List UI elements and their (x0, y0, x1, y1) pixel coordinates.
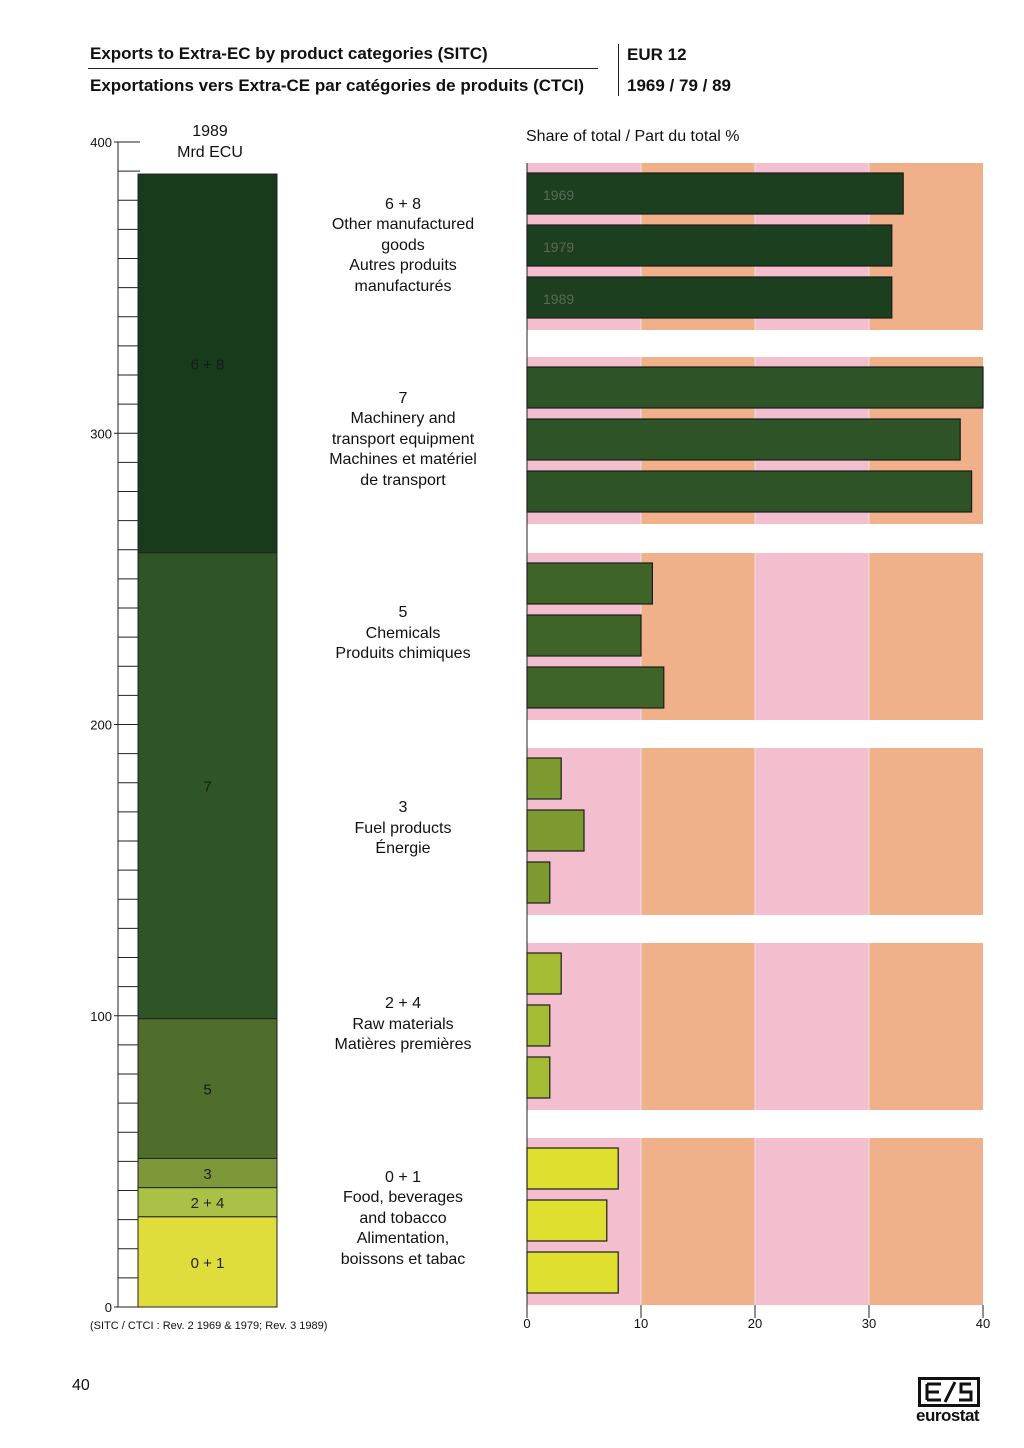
share-bar (526, 172, 904, 215)
header-rule (88, 68, 598, 69)
share-bar (526, 1056, 551, 1099)
category-code: 0 + 1 (384, 1168, 422, 1186)
category-name-fr: boissons et tabac (340, 1250, 466, 1268)
left-unit-label: Mrd ECU (177, 144, 243, 161)
background-band (641, 943, 755, 1110)
stacked-segment (137, 552, 278, 1020)
segment-label: 6 + 8 (191, 356, 225, 373)
year-bar-label: 1969 (543, 187, 574, 203)
year-bar-label: 1989 (543, 291, 574, 307)
share-bar (526, 224, 893, 267)
right-axis-title: Share of total / Part du total % (526, 128, 740, 145)
category-name-fr: Matières premières (334, 1036, 472, 1054)
category-name-en: Other manufactured (331, 216, 475, 234)
background-band (869, 553, 983, 720)
right-tick-label: 10 (634, 1316, 648, 1331)
share-bar (526, 1147, 619, 1190)
share-bar (526, 562, 654, 605)
share-bar (526, 809, 585, 852)
share-bar (526, 1199, 608, 1242)
background-band (755, 553, 869, 720)
category-name-en: Raw materials (352, 1015, 454, 1033)
background-band (755, 1138, 869, 1305)
category-name-fr: Machines et matériel (329, 451, 477, 469)
background-band (755, 748, 869, 915)
category-code: 3 (398, 799, 408, 817)
share-bar (526, 470, 973, 513)
stacked-segment (137, 1187, 278, 1218)
share-bar (526, 1251, 619, 1294)
page-number: 40 (72, 1377, 90, 1394)
background-band (869, 943, 983, 1110)
category-code: 2 + 4 (384, 995, 422, 1013)
stacked-segment (137, 1216, 278, 1308)
right-tick-label: 0 (523, 1316, 530, 1331)
share-bar (526, 418, 961, 461)
right-tick-label: 30 (862, 1316, 876, 1331)
category-name-en: Fuel products (354, 819, 452, 837)
category-name-fr: Alimentation, (356, 1230, 450, 1248)
segment-label: 3 (203, 1166, 211, 1183)
left-tick-label: 300 (90, 426, 112, 441)
chart-title-fr: Exportations vers Extra-CE par catégorie… (90, 76, 585, 95)
background-band (641, 1138, 755, 1305)
share-bar (526, 366, 984, 409)
years-label: 1969 / 79 / 89 (627, 76, 731, 95)
category-name-en: and tobacco (359, 1209, 447, 1227)
left-tick-label: 400 (90, 135, 112, 150)
background-band (641, 748, 755, 915)
background-band (869, 748, 983, 915)
share-bar (526, 861, 551, 904)
header-divider (618, 44, 619, 96)
left-tick-label: 100 (90, 1009, 112, 1024)
share-bar (526, 757, 562, 800)
left-tick-label: 200 (90, 718, 112, 733)
share-bar (526, 666, 665, 709)
logo-text: eurostat (916, 1406, 980, 1425)
stacked-segment (137, 173, 278, 554)
category-name-en: Chemicals (365, 624, 441, 642)
category-name-fr: manufacturés (354, 277, 452, 295)
stacked-segment (137, 1018, 278, 1159)
share-bar (526, 1004, 551, 1047)
footnote: (SITC / CTCI : Rev. 2 1969 & 1979; Rev. … (90, 1320, 328, 1332)
share-bar (526, 276, 893, 319)
background-band (869, 1138, 983, 1305)
category-name-en: transport equipment (331, 430, 475, 448)
right-tick-label: 20 (748, 1316, 762, 1331)
category-code: 5 (398, 604, 408, 622)
share-bar (526, 614, 642, 657)
category-name-en: goods (381, 236, 425, 254)
category-code: 7 (398, 389, 408, 407)
category-name-en: Food, beverages (342, 1189, 464, 1207)
category-name-fr: Produits chimiques (335, 645, 471, 663)
eurostat-logo-icon (918, 1377, 980, 1407)
right-tick-label: 40 (976, 1316, 990, 1331)
year-bar-label: 1979 (543, 239, 574, 255)
segment-label: 7 (203, 779, 211, 796)
category-name-fr: Énergie (375, 840, 431, 858)
chart-title-en: Exports to Extra-EC by product categorie… (90, 44, 488, 63)
segment-label: 0 + 1 (191, 1255, 225, 1272)
category-name-en: Machinery and (350, 410, 456, 428)
region-label: EUR 12 (627, 45, 687, 64)
category-name-fr: Autres produits (349, 257, 457, 275)
share-bar (526, 952, 562, 995)
category-code: 6 + 8 (384, 195, 422, 213)
segment-label: 5 (203, 1082, 211, 1099)
segment-label: 2 + 4 (191, 1195, 225, 1212)
background-band (755, 943, 869, 1110)
left-year-label: 1989 (192, 123, 228, 140)
left-tick-label: 0 (105, 1300, 112, 1315)
category-name-fr: de transport (360, 471, 446, 489)
